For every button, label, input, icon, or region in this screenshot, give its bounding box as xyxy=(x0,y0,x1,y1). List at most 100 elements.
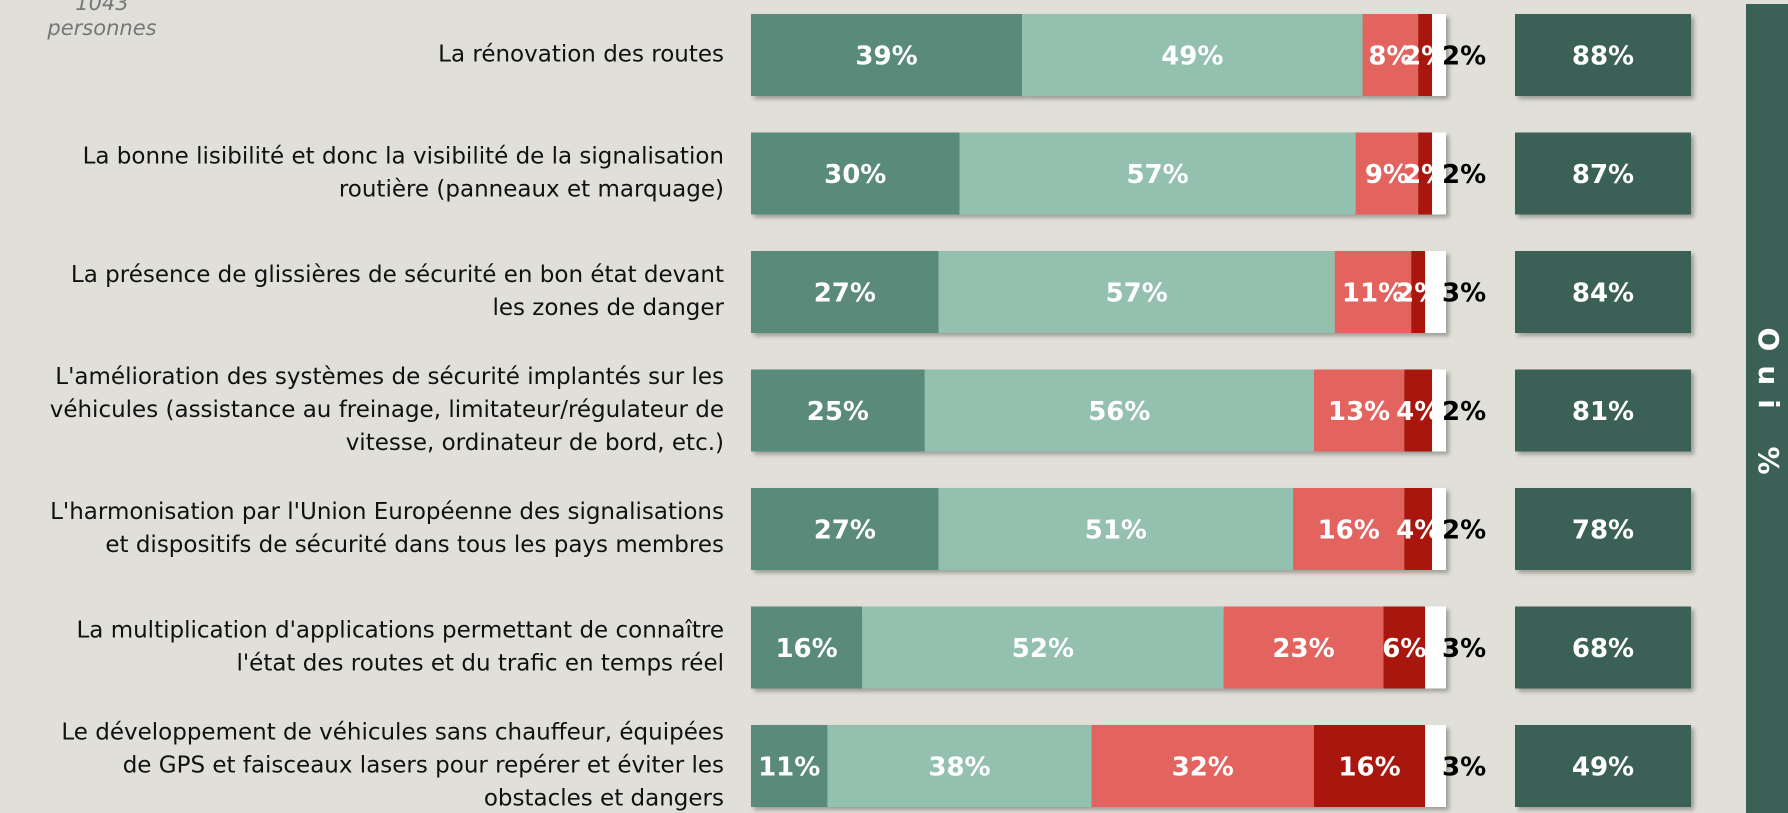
value-label: 8% xyxy=(1368,42,1412,72)
value-label: 38% xyxy=(928,753,990,783)
bar-segment xyxy=(751,606,863,689)
base-note: 1043 xyxy=(75,0,128,15)
category-label: et dispositifs de sécurité dans tous les… xyxy=(105,532,724,558)
value-label: 11% xyxy=(1342,279,1404,309)
bar-segment xyxy=(1091,725,1314,807)
bar-segment xyxy=(1411,251,1426,333)
category-label: Le développement de véhicules sans chauf… xyxy=(61,720,724,746)
value-label: 27% xyxy=(814,279,876,309)
category-label: les zones de danger xyxy=(492,295,724,321)
category-label: L'amélioration des systèmes de sécurité … xyxy=(55,364,724,390)
value-label: 3% xyxy=(1442,279,1486,309)
bar-group xyxy=(751,14,1446,96)
bar-segment xyxy=(1022,14,1363,96)
value-label: 2% xyxy=(1442,160,1486,190)
bar-segment xyxy=(1432,369,1446,452)
bar-segment xyxy=(1425,251,1446,333)
value-label: 2% xyxy=(1403,42,1447,72)
value-label: 30% xyxy=(824,160,886,190)
bar-segment xyxy=(1334,251,1412,333)
total-box xyxy=(1515,606,1691,689)
total-label: 84% xyxy=(1572,279,1634,309)
value-label: 49% xyxy=(1161,42,1223,72)
value-label: 2% xyxy=(1442,516,1486,546)
value-label: 9% xyxy=(1365,160,1409,190)
total-label: 88% xyxy=(1572,42,1634,72)
bar-segment xyxy=(1383,606,1426,689)
bar-segment xyxy=(1404,488,1433,570)
category-label: La bonne lisibilité et donc la visibilit… xyxy=(83,144,724,170)
category-label: La présence de glissières de sécurité en… xyxy=(71,262,724,288)
value-label: 11% xyxy=(758,753,820,783)
bar-segment xyxy=(938,488,1294,570)
category-label: La rénovation des routes xyxy=(438,42,724,68)
value-label: 2% xyxy=(1403,160,1447,190)
bar-segment xyxy=(751,725,828,807)
bar-segment xyxy=(1418,132,1433,215)
bar-group xyxy=(751,369,1446,452)
bar-segment xyxy=(751,369,925,452)
bar-segment xyxy=(1432,132,1446,215)
value-label: 3% xyxy=(1442,753,1486,783)
value-label: 27% xyxy=(814,516,876,546)
value-label: 4% xyxy=(1396,516,1440,546)
bar-segment xyxy=(1418,14,1433,96)
bar-segment xyxy=(751,132,960,215)
bar-segment xyxy=(827,725,1092,807)
total-box xyxy=(1515,369,1691,452)
bar-segment xyxy=(1362,14,1419,96)
base-note: personnes xyxy=(46,16,156,40)
bar-group xyxy=(751,606,1446,689)
total-label: 78% xyxy=(1572,516,1634,546)
value-label: 25% xyxy=(807,397,869,427)
value-label: 13% xyxy=(1328,397,1390,427)
bar-group xyxy=(751,488,1446,570)
value-label: 23% xyxy=(1272,634,1334,664)
value-label: 3% xyxy=(1442,634,1486,664)
bar-segment xyxy=(751,14,1023,96)
category-label: véhicules (assistance au freinage, limit… xyxy=(50,397,724,423)
category-label: vitesse, ordinateur de bord, etc.) xyxy=(346,430,724,456)
total-box xyxy=(1515,725,1691,807)
value-label: 2% xyxy=(1396,279,1440,309)
bar-segment xyxy=(1313,725,1426,807)
bar-segment xyxy=(959,132,1356,215)
value-label: 32% xyxy=(1172,753,1234,783)
bar-segment xyxy=(938,251,1335,333)
bar-segment xyxy=(1313,369,1405,452)
bar-segment xyxy=(751,251,939,333)
bar-segment xyxy=(924,369,1314,452)
bar-segment xyxy=(1404,369,1433,452)
category-label: L'harmonisation par l'Union Européenne d… xyxy=(50,499,724,525)
bar-segment xyxy=(1432,488,1446,570)
value-label: 16% xyxy=(1318,516,1380,546)
value-label: 52% xyxy=(1012,634,1074,664)
bar-segment xyxy=(1355,132,1419,215)
bar-segment xyxy=(1223,606,1384,689)
bar-segment xyxy=(751,488,939,570)
value-label: 57% xyxy=(1126,160,1188,190)
side-label: Oui % xyxy=(1752,327,1785,488)
category-label: La multiplication d'applications permett… xyxy=(76,618,724,644)
category-label: de GPS et faisceaux lasers pour repérer … xyxy=(123,753,724,779)
total-label: 68% xyxy=(1572,634,1634,664)
value-label: 51% xyxy=(1085,516,1147,546)
value-label: 57% xyxy=(1106,279,1168,309)
value-label: 56% xyxy=(1088,397,1150,427)
bar-segment xyxy=(1425,725,1446,807)
category-label: obstacles et dangers xyxy=(484,786,724,812)
total-box xyxy=(1515,14,1691,96)
total-label: 81% xyxy=(1572,397,1634,427)
side-panel xyxy=(1746,4,1788,813)
bar-group xyxy=(751,725,1446,807)
value-label: 2% xyxy=(1442,397,1486,427)
total-label: 87% xyxy=(1572,160,1634,190)
bar-segment xyxy=(862,606,1224,689)
total-box xyxy=(1515,251,1691,333)
value-label: 16% xyxy=(1338,753,1400,783)
value-label: 2% xyxy=(1442,42,1486,72)
total-label: 49% xyxy=(1572,753,1634,783)
total-box xyxy=(1515,488,1691,570)
bar-segment xyxy=(1432,14,1446,96)
